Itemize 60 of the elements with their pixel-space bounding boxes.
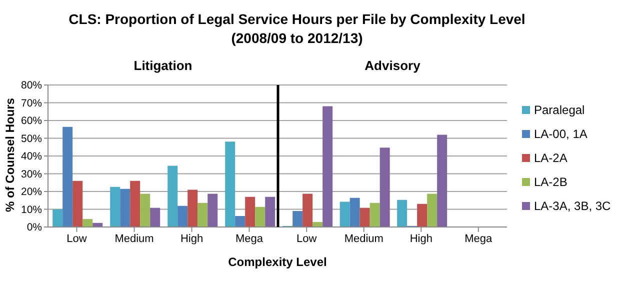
- bar: [52, 209, 63, 227]
- bar: [72, 180, 83, 227]
- bar: [265, 196, 276, 227]
- bar: [427, 194, 438, 227]
- x-tick-label: Low: [296, 232, 317, 245]
- y-axis-title: % of Counsel Hours: [3, 97, 17, 214]
- text: Advisory: [364, 58, 422, 73]
- bar: [340, 202, 350, 227]
- y-tick-label: 60%: [20, 115, 42, 128]
- y-tick-label: 80%: [20, 80, 42, 92]
- bar: [178, 206, 188, 227]
- bar: [322, 106, 333, 227]
- bar: [350, 198, 360, 227]
- y-tick-label: 30%: [20, 168, 42, 180]
- bar: [225, 142, 236, 227]
- bar: [302, 194, 313, 227]
- chart-subtitle: (2008/09 to 2012/13): [230, 29, 364, 48]
- bar: [188, 190, 198, 227]
- bar: [82, 219, 93, 227]
- x-tick-label: Low: [66, 232, 87, 245]
- bar: [437, 134, 448, 227]
- y-tick-label: 50%: [20, 132, 42, 145]
- bar: [130, 180, 140, 227]
- x-axis-title: Complexity Level: [227, 255, 328, 269]
- bar: [110, 186, 120, 227]
- bar: [198, 202, 208, 227]
- x-tick-label: High: [180, 232, 204, 245]
- bar: [380, 148, 390, 227]
- x-tick-label: Mega: [235, 232, 264, 245]
- bar: [140, 194, 150, 227]
- bar: [235, 216, 246, 227]
- bar: [62, 126, 73, 227]
- legend-label: LA-2B: [534, 175, 568, 189]
- legend-label: LA-00, 1A: [534, 127, 588, 141]
- legend-label: Paralegal: [534, 103, 585, 117]
- x-tick-label: Medium: [114, 232, 154, 245]
- bar: [360, 208, 370, 227]
- x-tick-label: Mega: [464, 232, 494, 245]
- bar: [168, 166, 178, 227]
- bar: [208, 194, 218, 227]
- y-tick-label: 70%: [20, 97, 42, 110]
- text: Litigation: [132, 58, 194, 73]
- bar: [417, 204, 428, 227]
- x-tick-label: High: [410, 232, 432, 245]
- chart-title: CLS: Proportion of Legal Service Hours per File by Complexity Level: [68, 10, 526, 29]
- legend-label: LA-2A: [534, 151, 568, 165]
- bar: [397, 200, 408, 227]
- bar: [370, 202, 380, 227]
- bar: [150, 208, 160, 227]
- bar: [292, 211, 303, 227]
- y-tick-label: 20%: [20, 186, 42, 198]
- y-tick-label: 40%: [20, 150, 42, 163]
- bar: [120, 188, 130, 227]
- y-tick-label: 10%: [20, 204, 42, 216]
- bar: [255, 206, 266, 227]
- x-tick-label: Medium: [344, 232, 384, 245]
- bar: [245, 196, 256, 227]
- legend-label: LA-3A, 3B, 3C: [534, 199, 611, 213]
- bar: [312, 222, 323, 227]
- y-tick-label: 0%: [26, 222, 42, 234]
